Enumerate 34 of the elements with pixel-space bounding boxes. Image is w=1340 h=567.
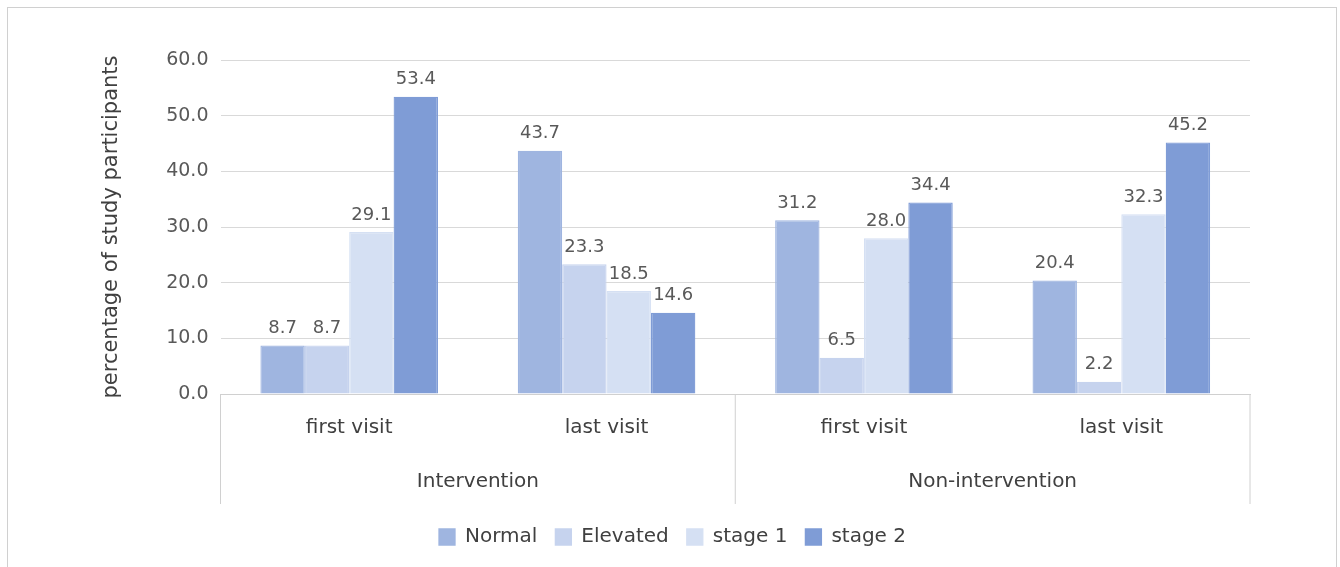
y-tick-label: 60.0 xyxy=(166,46,209,69)
y-tick-label: 20.0 xyxy=(166,269,209,292)
data-label: 6.5 xyxy=(827,328,857,350)
x-tick-label: last visit xyxy=(564,414,649,439)
legend-label: stage 1 xyxy=(712,523,788,548)
data-label: 45.2 xyxy=(1167,113,1208,135)
x-tick-label: first visit xyxy=(305,414,393,439)
data-label: 23.3 xyxy=(564,234,605,256)
data-label: 31.2 xyxy=(777,190,818,212)
data-label: 34.4 xyxy=(910,173,951,195)
data-label: 18.5 xyxy=(608,261,649,283)
data-label: 29.1 xyxy=(351,202,392,224)
legend-label: Elevated xyxy=(581,523,669,548)
data-label: 8.7 xyxy=(312,316,342,338)
data-label: 28.0 xyxy=(866,208,907,230)
text: Intervention xyxy=(416,468,539,493)
y-tick-label: 10.0 xyxy=(166,325,209,348)
y-axis-title: percentage of study participants xyxy=(98,55,123,399)
y-tick-label: 40.0 xyxy=(166,158,209,181)
x-tick-label: first visit xyxy=(820,414,908,439)
text: Non-intervention xyxy=(908,468,1078,493)
legend-label: stage 2 xyxy=(831,523,907,548)
y-tick-label: 30.0 xyxy=(166,213,209,236)
data-label: 8.7 xyxy=(268,316,297,338)
data-label: 20.4 xyxy=(1034,251,1075,273)
data-label: 32.3 xyxy=(1123,184,1164,206)
y-tick-label: 0.0 xyxy=(178,380,209,403)
y-tick-label: 50.0 xyxy=(166,102,209,125)
data-label: 2.2 xyxy=(1084,352,1114,374)
data-label: 14.6 xyxy=(653,283,694,305)
data-label: 43.7 xyxy=(519,121,561,143)
data-label: 53.4 xyxy=(395,67,436,89)
x-tick-label: last visit xyxy=(1079,414,1164,439)
legend-label: Normal xyxy=(465,523,538,548)
